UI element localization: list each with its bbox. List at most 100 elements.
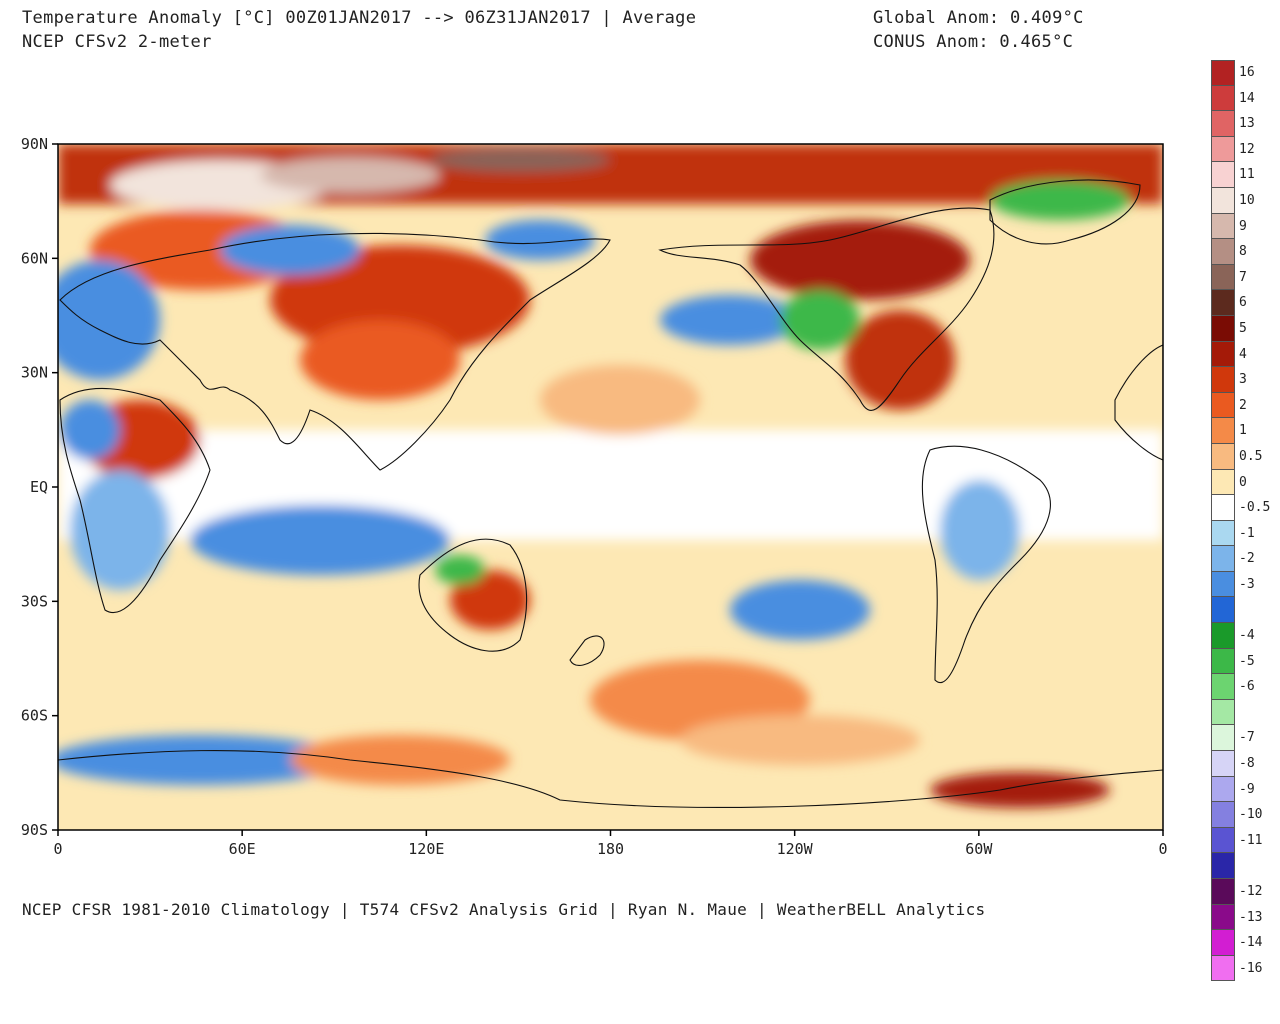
colorbar-entry: -12	[1211, 879, 1271, 905]
colorbar-entry	[1211, 699, 1271, 726]
colorbar-swatch	[1211, 930, 1235, 956]
colorbar-swatch	[1211, 136, 1235, 163]
conus-anomaly-readout: CONUS Anom: 0.465°C	[873, 32, 1074, 52]
colorbar-label: 0.5	[1239, 448, 1263, 464]
colorbar-entry: 8	[1211, 239, 1271, 265]
lat-tick-label: EQ	[30, 478, 48, 496]
colorbar-entry: -8	[1211, 751, 1271, 777]
anomaly-field	[58, 144, 1163, 830]
colorbar-label: -12	[1239, 884, 1263, 899]
colorbar-entry: -11	[1211, 827, 1271, 854]
colorbar-label: 1	[1239, 423, 1247, 439]
colorbar-label: -5	[1239, 653, 1255, 669]
colorbar-swatch	[1211, 955, 1235, 982]
colorbar-entry: 16	[1211, 60, 1271, 86]
colorbar-swatch	[1211, 315, 1235, 342]
colorbar-swatch	[1211, 699, 1235, 726]
colorbar-entry	[1211, 853, 1271, 879]
colorbar-entry: 14	[1211, 85, 1271, 112]
colorbar-swatch	[1211, 904, 1235, 931]
colorbar-label: -9	[1239, 781, 1255, 797]
colorbar-entry: -13	[1211, 904, 1271, 931]
colorbar-swatch	[1211, 597, 1235, 624]
colorbar-swatch	[1211, 725, 1235, 752]
colorbar-label: -4	[1239, 628, 1255, 644]
colorbar-swatch	[1211, 418, 1235, 444]
colorbar-entry: -14	[1211, 930, 1271, 956]
lon-tick-label: 60E	[229, 840, 256, 858]
colorbar-label: -8	[1239, 756, 1255, 772]
lon-tick-label: 0	[53, 840, 62, 858]
colorbar-label: 14	[1239, 90, 1255, 106]
colorbar-entry	[1211, 597, 1271, 624]
colorbar-entry: 2	[1211, 392, 1271, 419]
colorbar-entry: -1	[1211, 520, 1271, 547]
colorbar-swatch	[1211, 571, 1235, 598]
lat-tick-label: 30N	[21, 364, 48, 382]
colorbar-label: -16	[1239, 960, 1263, 976]
map-subtitle: NCEP CFSv2 2-meter	[22, 32, 212, 52]
colorbar-label: -14	[1239, 935, 1263, 951]
colorbar-swatch	[1211, 879, 1235, 905]
colorbar-entry: -9	[1211, 776, 1271, 803]
colorbar-label: -2	[1239, 551, 1255, 567]
colorbar-entry: 4	[1211, 341, 1271, 368]
colorbar-swatch	[1211, 85, 1235, 112]
colorbar-label: 3	[1239, 372, 1247, 388]
colorbar-entry: 9	[1211, 213, 1271, 240]
colorbar-swatch	[1211, 111, 1235, 137]
lon-tick-label: 120W	[777, 840, 814, 858]
lat-tick-label: 30S	[21, 592, 48, 610]
colorbar-entry: -4	[1211, 623, 1271, 649]
colorbar-label: 7	[1239, 269, 1247, 285]
colorbar-entry: -5	[1211, 648, 1271, 675]
colorbar-entry: 6	[1211, 290, 1271, 316]
colorbar-entry: 3	[1211, 367, 1271, 393]
colorbar-label: 10	[1239, 192, 1255, 208]
colorbar-swatch	[1211, 751, 1235, 777]
coastlines	[58, 179, 1163, 808]
colorbar-entry: -2	[1211, 546, 1271, 572]
colorbar-label: 16	[1239, 65, 1255, 80]
colorbar-swatch	[1211, 264, 1235, 291]
colorbar-label: -0.5	[1239, 500, 1271, 516]
map-footer-credits: NCEP CFSR 1981-2010 Climatology | T574 C…	[22, 900, 986, 919]
lat-tick-label: 60N	[21, 249, 48, 267]
colorbar-swatch	[1211, 827, 1235, 854]
colorbar-label: 11	[1239, 167, 1255, 183]
colorbar-entry: -3	[1211, 571, 1271, 598]
colorbar-entry: 0.5	[1211, 443, 1271, 470]
colorbar-swatch	[1211, 239, 1235, 265]
colorbar-swatch	[1211, 853, 1235, 879]
colorbar-label: 12	[1239, 141, 1255, 157]
colorbar-label: -1	[1239, 525, 1255, 541]
colorbar-entry: 11	[1211, 162, 1271, 188]
lat-tick-label: 60S	[21, 707, 48, 725]
colorbar-label: -7	[1239, 730, 1255, 746]
colorbar-label: 6	[1239, 295, 1247, 311]
colorbar-swatch	[1211, 60, 1235, 86]
colorbar-label: 9	[1239, 218, 1247, 234]
colorbar-entry: -0.5	[1211, 495, 1271, 521]
lon-tick-label: 120E	[408, 840, 444, 858]
colorbar-legend: 16 14 13 12 11 10 9 8 7 6 5 4 3 2 1 0.5 0 -0.5 -1 -2 -3 -4 -5 -…	[1211, 60, 1271, 982]
colorbar-entry: -6	[1211, 674, 1271, 700]
colorbar-swatch	[1211, 341, 1235, 368]
colorbar-entry: 12	[1211, 136, 1271, 163]
colorbar-swatch	[1211, 495, 1235, 521]
colorbar-swatch	[1211, 648, 1235, 675]
colorbar-swatch	[1211, 546, 1235, 572]
lon-tick-label: 0	[1158, 840, 1167, 858]
colorbar-label: 0	[1239, 474, 1247, 490]
colorbar-swatch	[1211, 674, 1235, 700]
colorbar-swatch	[1211, 213, 1235, 240]
colorbar-label: 4	[1239, 346, 1247, 362]
colorbar-swatch	[1211, 367, 1235, 393]
colorbar-swatch	[1211, 802, 1235, 828]
colorbar-entry: 13	[1211, 111, 1271, 137]
colorbar-label: 8	[1239, 244, 1247, 260]
colorbar-label: 2	[1239, 397, 1247, 413]
colorbar-entry: 10	[1211, 187, 1271, 214]
colorbar-entry: 0	[1211, 469, 1271, 496]
